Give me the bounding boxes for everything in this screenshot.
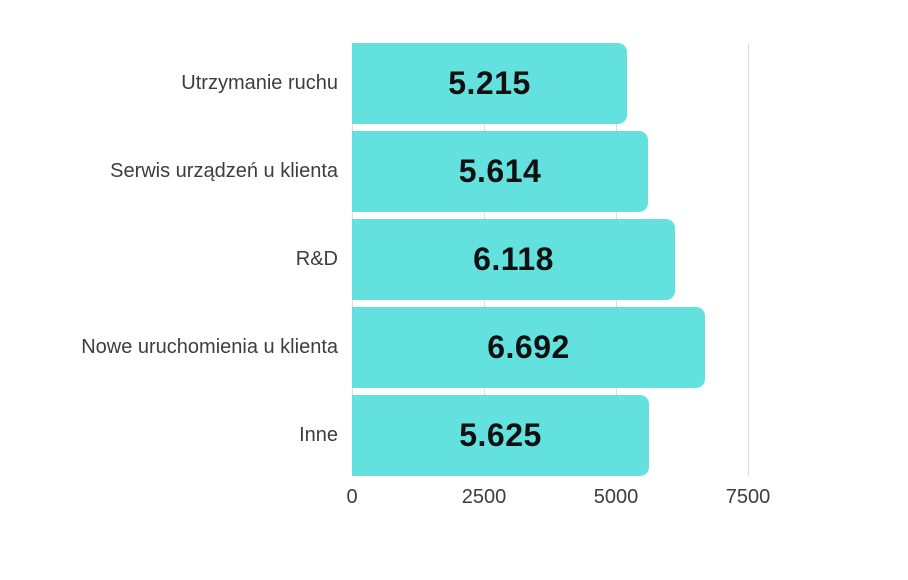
bar: 5.614 — [352, 131, 648, 212]
bar: 5.215 — [352, 43, 627, 124]
category-label: Inne — [299, 424, 338, 446]
category-label: Utrzymanie ruchu — [181, 72, 338, 94]
category-label: R&D — [295, 248, 338, 270]
bar-value-label: 5.614 — [458, 153, 542, 189]
gridline-7500 — [748, 43, 749, 476]
bar-cell: 6.692 — [352, 307, 908, 388]
bar: 6.692 — [352, 307, 705, 388]
x-axis: 0 2500 5000 7500 — [346, 486, 770, 510]
bar: 5.625 — [352, 395, 649, 476]
chart-row: R&D 6.118 — [0, 219, 908, 300]
category-label: Nowe uruchomienia u klienta — [81, 336, 338, 358]
bar-cell: 6.118 — [352, 219, 908, 300]
bar-value-label: 5.215 — [448, 65, 531, 101]
x-tick-label: 0 — [346, 486, 358, 508]
bar-value-label: 6.692 — [487, 329, 570, 365]
bar-cell: 5.215 — [352, 43, 908, 124]
bar-value-label: 5.625 — [459, 417, 542, 453]
bar-cell: 5.614 — [352, 131, 908, 212]
x-tick-label: 2500 — [461, 486, 507, 508]
chart-row: Nowe uruchomienia u klienta 6.692 — [0, 307, 908, 388]
chart-row: Serwis urządzeń u klienta 5.614 — [0, 131, 908, 212]
x-tick-label: 7500 — [725, 486, 771, 508]
chart-row: Utrzymanie ruchu 5.215 — [0, 43, 908, 124]
chart-rows: Utrzymanie ruchu 5.215 Serwis urządzeń u k… — [0, 43, 908, 476]
chart-row: Inne 5.625 — [0, 395, 908, 476]
category-label: Serwis urządzeń u klienta — [110, 160, 338, 182]
bar: 6.118 — [352, 219, 675, 300]
bar-value-label: 6.118 — [473, 241, 554, 277]
x-tick-label: 5000 — [593, 486, 639, 508]
bar-cell: 5.625 — [352, 395, 908, 476]
